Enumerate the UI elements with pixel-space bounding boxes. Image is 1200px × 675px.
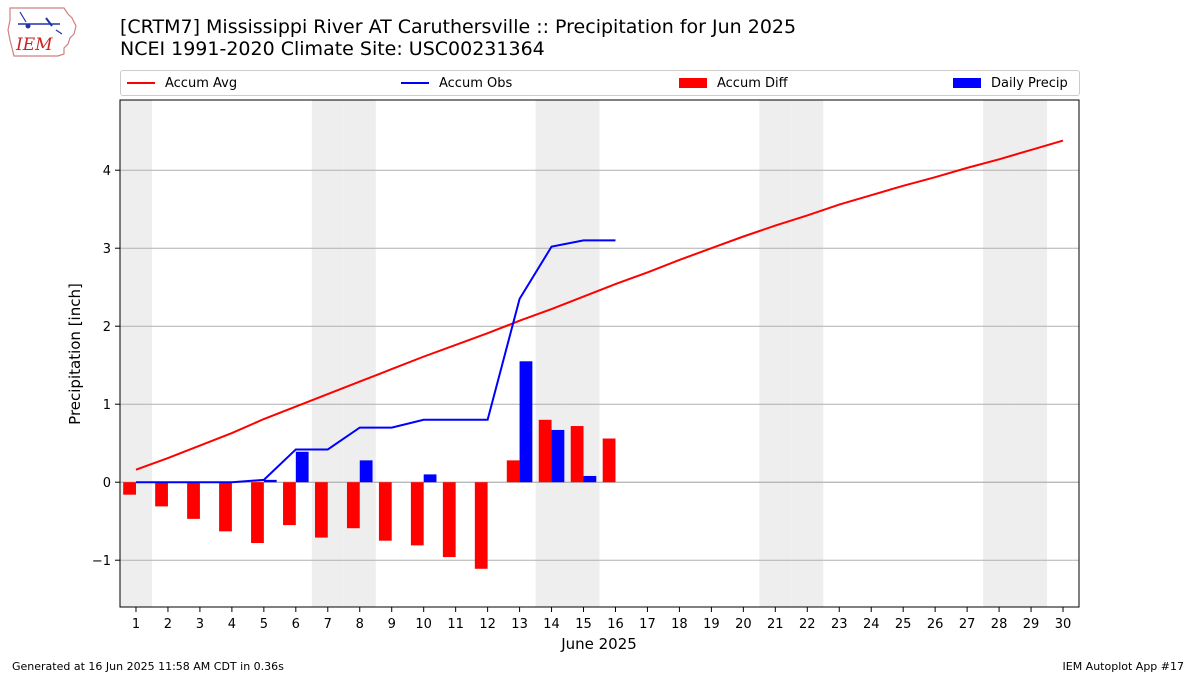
lines (135, 139, 1064, 484)
x-tick-label-13: 13 (511, 617, 528, 632)
y-tick-label-1: 1 (103, 398, 111, 413)
accum-diff-bar-6 (283, 482, 296, 526)
accum-diff-bar-7 (314, 482, 328, 538)
weekend-band-22 (791, 100, 824, 607)
accum-diff-bar-1 (123, 482, 136, 495)
x-tick-label-4: 4 (228, 617, 236, 632)
chart-legend: Accum Avg Accum Obs Accum Diff Daily Pre… (120, 70, 1080, 96)
title-line-2: NCEI 1991-2020 Climate Site: USC00231364 (120, 38, 545, 60)
accum-diff-bar-12 (474, 482, 488, 569)
x-tick-label-12: 12 (479, 617, 496, 632)
y-ticks: −1 0 1 2 3 4 (92, 164, 120, 569)
weekend-band-28 (983, 100, 1016, 607)
x-tick-label-22: 22 (799, 617, 816, 632)
weekend-band-1 (120, 100, 152, 607)
weekend-band-15 (567, 100, 600, 607)
y-tick-label-2: 2 (103, 320, 111, 335)
legend-label-daily-precip: Daily Precip (991, 75, 1068, 91)
weekend-band-8 (343, 100, 376, 607)
x-tick-label-17: 17 (639, 617, 656, 632)
x-tick-label-21: 21 (767, 617, 784, 632)
accum-diff-bar-5 (251, 482, 264, 544)
accum-obs-line (135, 239, 616, 484)
accum-diff-bar-9 (378, 482, 392, 541)
legend-swatch-accum-diff (679, 78, 707, 88)
x-tick-label-23: 23 (831, 617, 848, 632)
x-tick-label-3: 3 (196, 617, 204, 632)
x-tick-label-26: 26 (927, 617, 944, 632)
x-tick-label-14: 14 (543, 617, 560, 632)
legend-item-accum-diff: Accum Diff (679, 74, 788, 92)
x-tick-label-9: 9 (388, 617, 396, 632)
legend-label-accum-avg: Accum Avg (165, 75, 238, 91)
legend-swatch-accum-obs (401, 82, 429, 84)
daily-precip-bar-14 (551, 429, 565, 483)
x-tick-label-8: 8 (356, 617, 364, 632)
bars (123, 361, 616, 569)
legend-item-daily-precip: Daily Precip (953, 74, 1068, 92)
legend-label-accum-obs: Accum Obs (439, 75, 513, 91)
accum-diff-bar-11 (442, 482, 456, 558)
footer-generated: Generated at 16 Jun 2025 11:58 AM CDT in… (12, 660, 284, 673)
x-tick-label-5: 5 (260, 617, 268, 632)
x-tick-label-27: 27 (959, 617, 976, 632)
x-tick-label-10: 10 (415, 617, 432, 632)
x-tick-label-11: 11 (447, 617, 464, 632)
x-ticks: 1 2 3 4 5 6 7 8 9 10 11 12 13 14 15 16 17 18 19 20 21 22 23 24 2… (132, 607, 1071, 632)
footer-app: IEM Autoplot App #17 (1062, 660, 1185, 673)
accum-diff-bar-13 (506, 460, 520, 483)
y-axis-label: Precipitation [inch] (66, 283, 84, 425)
x-tick-label-2: 2 (164, 617, 172, 632)
legend-label-accum-diff: Accum Diff (717, 75, 788, 91)
weekend-shading (120, 100, 1048, 607)
daily-precip-bar-13 (519, 361, 533, 483)
accum-diff-bar-14 (538, 419, 552, 483)
daily-precip-bar-5 (263, 479, 277, 483)
title-line-1: [CRTM7] Mississippi River AT Caruthersvi… (120, 16, 797, 38)
plot-frame (119, 99, 1080, 608)
accum-diff-bar-16 (602, 438, 616, 483)
weekend-band-21 (759, 100, 792, 607)
x-tick-label-18: 18 (671, 617, 688, 632)
legend-swatch-accum-avg (127, 82, 155, 84)
y-tick-label-3: 3 (103, 242, 111, 257)
x-axis-label: June 2025 (560, 635, 637, 653)
chart-title: [CRTM7] Mississippi River AT Caruthersvi… (120, 16, 796, 60)
legend-swatch-daily-precip (953, 78, 981, 88)
legend-item-accum-obs: Accum Obs (401, 74, 512, 92)
accum-diff-bar-3 (187, 482, 200, 519)
x-tick-label-29: 29 (1023, 617, 1040, 632)
x-tick-label-16: 16 (607, 617, 624, 632)
logo-text: IEM (15, 35, 53, 55)
accum-diff-bar-2 (155, 482, 168, 507)
accum-diff-bar-4 (219, 482, 232, 532)
weekend-band-14 (535, 100, 568, 607)
x-tick-label-25: 25 (895, 617, 912, 632)
daily-precip-bar-8 (359, 460, 373, 483)
accum-diff-bar-8 (346, 482, 360, 529)
x-tick-label-20: 20 (735, 617, 752, 632)
x-tick-label-6: 6 (292, 617, 300, 632)
daily-precip-bar-15 (583, 475, 597, 483)
weekend-band-29 (1015, 100, 1048, 607)
y-tick-label-4: 4 (103, 164, 111, 179)
accum-diff-bar-10 (410, 482, 424, 546)
accum-avg-line (135, 139, 1064, 471)
y-tick-label--1: −1 (92, 554, 111, 569)
x-tick-label-7: 7 (324, 617, 332, 632)
daily-precip-bar-10 (423, 474, 437, 483)
x-tick-label-1: 1 (132, 617, 140, 632)
x-tick-label-19: 19 (703, 617, 720, 632)
y-tick-label-0: 0 (103, 476, 111, 491)
x-tick-label-15: 15 (575, 617, 592, 632)
x-tick-label-28: 28 (991, 617, 1008, 632)
daily-precip-bar-6 (295, 451, 309, 483)
x-tick-label-24: 24 (863, 617, 880, 632)
accum-diff-bar-15 (570, 426, 584, 483)
iem-iowa-logo-icon: IEM (7, 7, 77, 57)
legend-item-accum-avg: Accum Avg (127, 74, 237, 92)
x-tick-label-30: 30 (1055, 617, 1072, 632)
